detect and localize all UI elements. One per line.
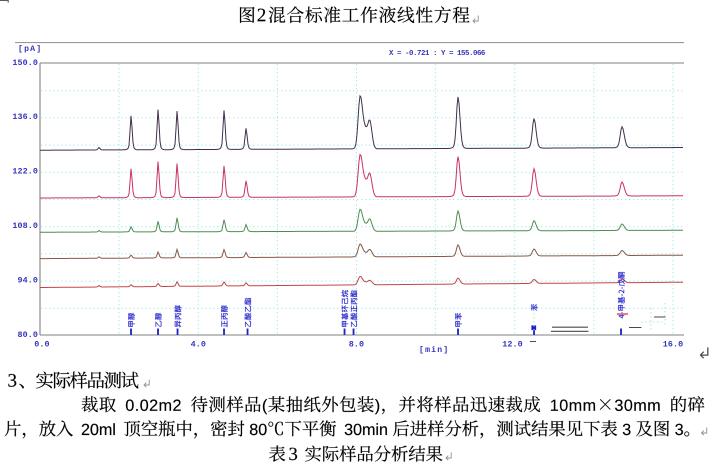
svg-text:122.0: 122.0: [12, 167, 38, 177]
svg-text:[min]: [min]: [419, 345, 449, 355]
svg-text:108.0: 108.0: [12, 221, 38, 231]
svg-text:94.0: 94.0: [17, 275, 38, 285]
svg-text:4.0: 4.0: [191, 340, 206, 350]
svg-text:136.0: 136.0: [12, 112, 38, 122]
svg-text:X = -0.721 : Y = 155.066: X = -0.721 : Y = 155.066: [389, 50, 486, 58]
svg-text:8.0: 8.0: [349, 340, 364, 350]
svg-text:0.0: 0.0: [34, 340, 49, 350]
svg-text:[pA]: [pA]: [18, 44, 42, 54]
svg-text:12.0: 12.0: [502, 340, 523, 350]
svg-text:150.0: 150.0: [12, 58, 38, 68]
svg-text:16.0: 16.0: [663, 340, 684, 350]
svg-text:80.0: 80.0: [17, 330, 38, 340]
